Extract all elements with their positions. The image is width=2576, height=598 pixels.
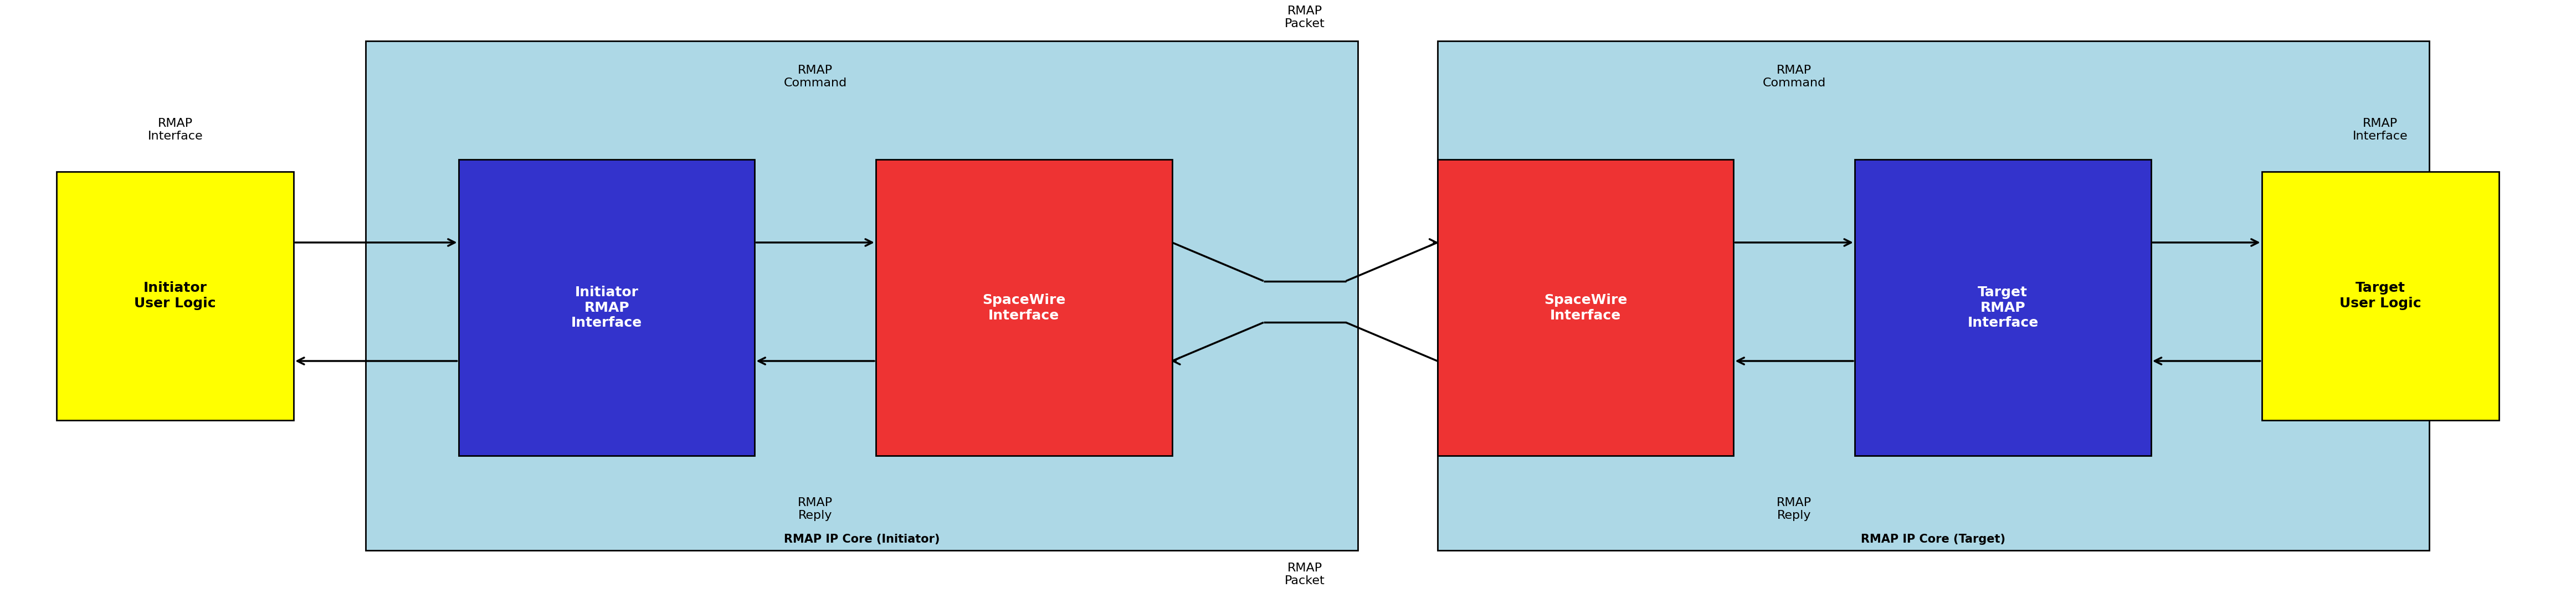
Text: SpaceWire
Interface: SpaceWire Interface xyxy=(1543,294,1628,322)
Bar xyxy=(1437,41,2429,551)
Text: RMAP
Command: RMAP Command xyxy=(1762,65,1826,89)
Text: SpaceWire
Interface: SpaceWire Interface xyxy=(981,294,1066,322)
Bar xyxy=(1855,160,2151,456)
Text: RMAP
Packet: RMAP Packet xyxy=(1285,5,1324,29)
Text: RMAP
Packet: RMAP Packet xyxy=(1285,563,1324,587)
Text: Target
RMAP
Interface: Target RMAP Interface xyxy=(1968,286,2038,329)
Bar xyxy=(1437,160,1734,456)
Text: RMAP
Command: RMAP Command xyxy=(783,65,848,89)
Bar xyxy=(2262,172,2499,420)
Text: RMAP IP Core (Initiator): RMAP IP Core (Initiator) xyxy=(783,533,940,545)
Text: RMAP
Reply: RMAP Reply xyxy=(799,497,832,521)
Bar xyxy=(366,41,1358,551)
Text: RMAP
Interface: RMAP Interface xyxy=(147,118,204,142)
Text: Initiator
User Logic: Initiator User Logic xyxy=(134,282,216,310)
Text: RMAP
Reply: RMAP Reply xyxy=(1777,497,1811,521)
Bar xyxy=(876,160,1172,456)
Text: RMAP IP Core (Target): RMAP IP Core (Target) xyxy=(1860,533,2007,545)
Bar xyxy=(57,172,294,420)
Text: RMAP
Interface: RMAP Interface xyxy=(2352,118,2409,142)
Bar xyxy=(459,160,755,456)
Text: Target
User Logic: Target User Logic xyxy=(2339,282,2421,310)
Text: Initiator
RMAP
Interface: Initiator RMAP Interface xyxy=(572,286,641,329)
